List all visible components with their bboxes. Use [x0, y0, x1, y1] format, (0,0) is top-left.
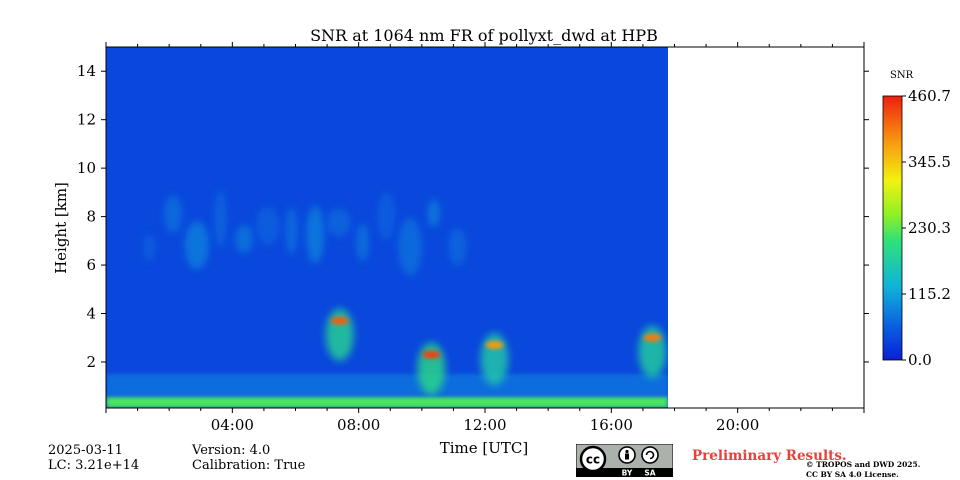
x-tick-label: 16:00: [590, 416, 633, 434]
cloud-core: [485, 341, 504, 350]
x-axis: 04:00 08:00 12:00 16:00 20:00: [105, 42, 865, 434]
cirrus-streak: [184, 221, 209, 270]
badge-sa-text: SA: [644, 469, 655, 478]
cirrus-streak: [214, 189, 227, 248]
colorbar: SNR 0.0 115.2 230.3 345.5 460.7: [882, 70, 951, 369]
colorbar-gradient: [882, 95, 903, 361]
y-axis-label: Height [km]: [52, 182, 70, 274]
badge-by-text: BY: [622, 469, 633, 478]
colorbar-tick-label: 345.5: [908, 153, 951, 171]
cc-icon: [579, 445, 607, 473]
y-tick-label: 4: [86, 305, 96, 323]
heatmap-layer: [106, 47, 668, 408]
cirrus-streak: [235, 225, 254, 254]
y-tick-label: 12: [77, 111, 96, 129]
cirrus-streak: [285, 206, 298, 255]
x-axis-label: Time [UTC]: [440, 439, 529, 457]
y-tick-label: 10: [77, 159, 96, 177]
y-tick-label: 14: [77, 62, 96, 80]
boundary-layer-band: [106, 374, 668, 396]
y-axis: 2 4 6 8 10 12 14: [77, 62, 869, 371]
chart-title: SNR at 1064 nm FR of pollyxt_dwd at HPB: [310, 26, 658, 45]
colorbar-tick-label: 115.2: [908, 285, 951, 303]
colorbar-label: SNR: [890, 70, 914, 81]
x-tick-label: 12:00: [463, 416, 506, 434]
footer-lc: LC: 3.21e+14: [48, 458, 140, 473]
cirrus-streak: [356, 223, 369, 262]
cloud-halo: [325, 308, 354, 361]
cloud-halo: [480, 333, 509, 386]
y-tick-label: 2: [86, 353, 96, 371]
x-tick-label: 08:00: [337, 416, 380, 434]
cirrus-streak: [255, 206, 280, 245]
footer-version: Version: 4.0: [192, 443, 271, 458]
colorbar-tick-label: 0.0: [908, 351, 932, 369]
cirrus-streak: [377, 192, 396, 241]
sa-icon-arrow: [645, 450, 655, 460]
footer-date: 2025-03-11: [48, 443, 123, 458]
cirrus-streak: [164, 195, 183, 234]
cloud-core: [643, 333, 662, 342]
by-icon-head: [625, 449, 629, 454]
sa-icon: [641, 446, 659, 464]
colorbar-tick-label: 460.7: [908, 87, 951, 105]
y-tick-label: 8: [86, 208, 96, 226]
cirrus-streak: [448, 228, 467, 267]
x-tick-label: 20:00: [716, 416, 759, 434]
footer-calibration: Calibration: True: [192, 458, 306, 473]
cloud-core: [330, 316, 349, 325]
cirrus-streak: [427, 199, 440, 228]
badge-cc-text: cc: [586, 453, 600, 467]
cirrus-streak: [326, 208, 351, 237]
colorbar-tick-label: 230.3: [908, 219, 951, 237]
cloud-core: [422, 350, 441, 359]
cirrus-streak: [306, 205, 325, 264]
cirrus-streak: [397, 217, 422, 276]
cirrus-streak: [143, 233, 156, 262]
surface-layer-band: [106, 395, 668, 408]
preliminary-results-note: Preliminary Results.: [692, 448, 847, 464]
cc-by-sa-badge: cc BY SA: [576, 444, 673, 477]
copyright-note: © TROPOS and DWD 2025. CC BY SA 4.0 Lice…: [806, 460, 920, 480]
x-tick-label: 04:00: [211, 416, 254, 434]
copyright-line-1: © TROPOS and DWD 2025.: [806, 460, 921, 469]
copyright-line-2: CC BY SA 4.0 License.: [806, 470, 899, 479]
y-tick-label: 6: [86, 256, 96, 274]
cloud-halo: [417, 342, 446, 395]
by-icon-body: [625, 453, 629, 460]
cloud-halo: [638, 325, 667, 378]
